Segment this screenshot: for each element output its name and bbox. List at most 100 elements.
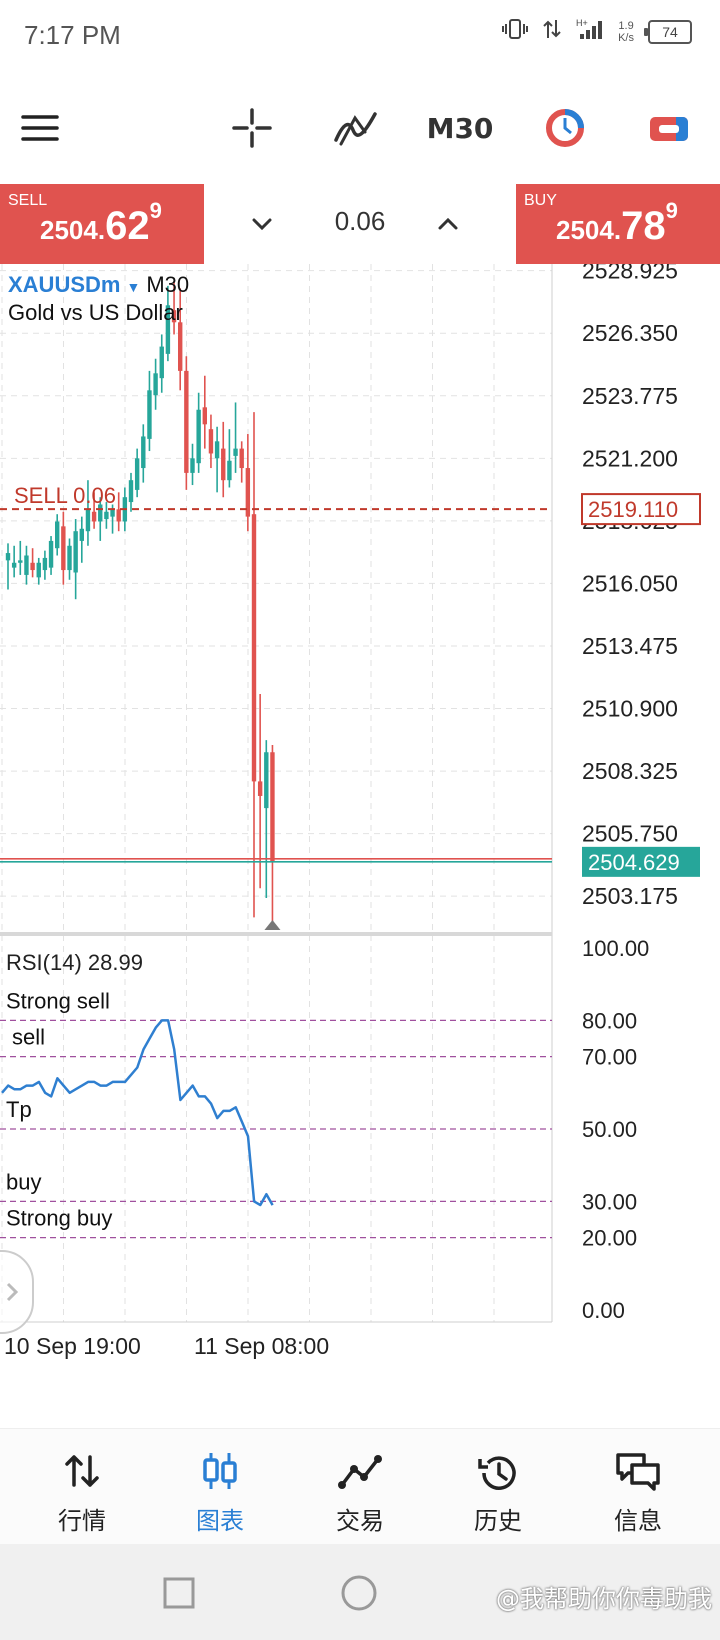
candle-body [48, 540, 54, 568]
buy-button[interactable]: BUY 2504.789 [516, 184, 720, 264]
rsi-label: RSI(14) 28.99 [6, 950, 143, 975]
candle-body [73, 531, 78, 573]
order-price-tag [581, 493, 701, 526]
symbol-timeframe: M30 [146, 272, 190, 297]
candle-body [128, 480, 134, 503]
candle-body [184, 370, 189, 473]
chevron-right-icon [6, 1282, 19, 1302]
candle-body [18, 560, 23, 563]
candle-body [110, 509, 115, 517]
symbol-name[interactable]: XAUUSDm [8, 272, 121, 297]
home-button[interactable] [340, 1574, 378, 1617]
price-chart-svg[interactable]: SELL 0.06 2528.925 2526.350 2523.775 2521.2… [0, 258, 720, 1420]
rsi-level-label: Tp [6, 1097, 32, 1122]
candle-body [104, 511, 109, 520]
candle-body [178, 322, 183, 371]
status-icons: H+ 1.9 K/s 74 [502, 18, 692, 45]
candle-body [55, 521, 60, 549]
candle-body [61, 526, 66, 571]
rsi-level-label: Strong sell [6, 988, 110, 1013]
rsi-level-label: Strong buy [6, 1206, 112, 1231]
price-tick-label: 2505.750 [582, 821, 678, 847]
rsi-tick-label: 0.00 [582, 1298, 625, 1323]
quotes-icon [62, 1451, 102, 1496]
candle-body [79, 528, 84, 541]
candle-body [227, 460, 232, 481]
lot-increase-button[interactable] [426, 202, 470, 251]
candle-body [214, 441, 220, 459]
candle-body [171, 310, 177, 323]
chart-icon [200, 1451, 240, 1496]
sell-button[interactable]: SELL 2504.629 [0, 184, 204, 264]
menu-icon[interactable] [12, 92, 68, 164]
rsi-tick-label: 20.00 [582, 1226, 637, 1251]
candle-body [11, 562, 17, 568]
status-time: 7:17 PM [24, 20, 121, 50]
sell-label: SELL [8, 192, 48, 209]
lot-selector: 0.06 [204, 184, 516, 264]
rsi-tick-label: 80.00 [582, 1008, 637, 1033]
candle-body [116, 509, 121, 522]
rsi-tick-label: 100.00 [582, 936, 649, 961]
candle-body [251, 514, 257, 782]
objects-icon[interactable] [540, 92, 590, 164]
one-click-trading-panel: SELL 2504.629 0.06 BUY 2504.789 [0, 184, 720, 264]
rsi-level-label: buy [6, 1169, 41, 1194]
candle-body [67, 545, 72, 571]
history-icon [476, 1451, 520, 1500]
candle-body [98, 504, 103, 522]
side-drawer-handle[interactable] [0, 1250, 34, 1334]
nav-quotes[interactable]: 行情 [10, 1429, 154, 1545]
nav-chart[interactable]: 图表 [148, 1429, 292, 1545]
candle-body [153, 373, 158, 396]
svg-text:H+: H+ [576, 18, 588, 28]
nav-history[interactable]: 历史 [426, 1429, 570, 1545]
timeframe-button[interactable]: M30 [420, 92, 500, 164]
price-tick-label: 2513.475 [582, 633, 678, 659]
rsi-tick-label: 30.00 [582, 1189, 637, 1214]
candle-body [264, 752, 269, 809]
price-tick-label: 2503.175 [582, 883, 678, 909]
vibrate-icon [502, 18, 529, 45]
candle-body [257, 781, 263, 796]
candle-body [85, 509, 91, 532]
buy-price: 2504.789 [556, 198, 678, 248]
timeframe-label: M30 [426, 111, 494, 145]
indicators-icon[interactable] [326, 92, 386, 164]
system-navigation-bar: @我帮助你你毒助我 [0, 1544, 720, 1640]
rsi-level-label: sell [12, 1025, 45, 1050]
nav-messages[interactable]: 信息 [566, 1429, 710, 1545]
candle-body [165, 305, 171, 354]
lot-decrease-button[interactable] [240, 202, 284, 251]
trade-icon[interactable] [644, 92, 694, 164]
crosshair-icon[interactable] [222, 92, 282, 164]
symbol-description: Gold vs US Dollar [8, 300, 183, 325]
candle-body [30, 562, 35, 571]
recents-button[interactable] [162, 1576, 196, 1615]
price-tick-label: 2508.325 [582, 758, 678, 784]
candle-body [221, 448, 226, 481]
price-tick-label: 2510.900 [582, 696, 678, 722]
candle-body [233, 448, 238, 456]
buy-label: BUY [524, 192, 557, 209]
nav-trade[interactable]: 交易 [288, 1429, 432, 1545]
price-tick-label: 2528.925 [582, 264, 678, 284]
candle-body [134, 458, 140, 490]
candle-body [190, 458, 195, 473]
candle-body [91, 511, 97, 522]
lot-value[interactable]: 0.06 [334, 206, 386, 236]
chevron-down-icon [252, 218, 272, 231]
chart-area[interactable]: SELL 0.06 2528.925 2526.350 2523.775 2521.2… [0, 258, 720, 1420]
battery-icon: 74 [644, 19, 692, 44]
price-tick-label: 2523.775 [582, 383, 678, 409]
symbol-dropdown-icon[interactable]: ▼ [126, 279, 141, 295]
candle-body [147, 390, 152, 439]
last-bar-marker [264, 920, 281, 930]
current-price-tag [582, 846, 700, 877]
data-transfer-icon [542, 18, 562, 45]
rsi-line [1, 1019, 274, 1207]
candle-body [141, 436, 146, 469]
chevron-up-icon [438, 217, 458, 230]
current-price-label: 2504.629 [588, 850, 680, 875]
candle-body [270, 752, 275, 862]
